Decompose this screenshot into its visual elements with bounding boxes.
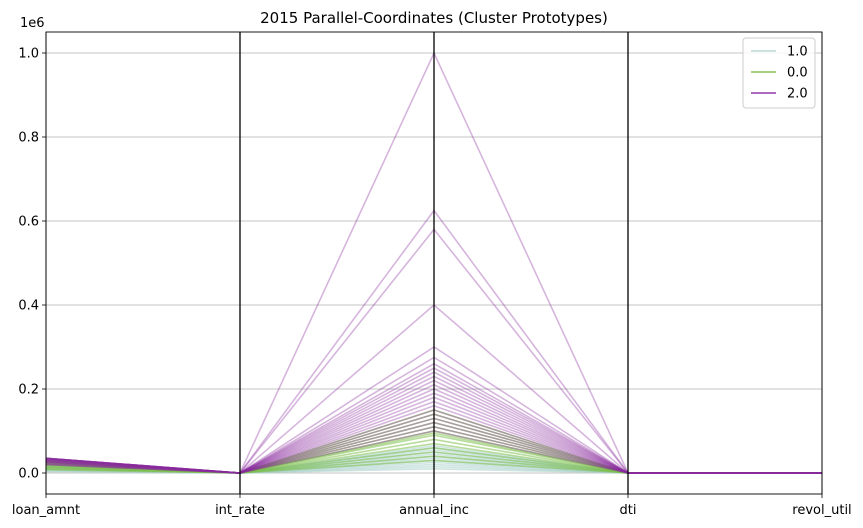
plot-frame: [45, 31, 823, 495]
chart-title: 2015 Parallel-Coordinates (Cluster Proto…: [260, 9, 608, 27]
legend-label: 2.0: [787, 87, 808, 102]
vertical-axes: [45, 31, 823, 498]
y-offset-label: 1e6: [20, 16, 45, 31]
y-tick-label: 0.8: [18, 131, 39, 146]
y-tick-label: 0.0: [18, 467, 39, 482]
legend-box: [742, 37, 816, 109]
y-tick-label: 0.4: [18, 299, 39, 314]
axis-label-int_rate: int_rate: [215, 503, 265, 518]
y-tick-label: 0.6: [18, 215, 39, 230]
legend: 1.0 0.0 2.0: [742, 37, 816, 109]
y-tick-label: 0.2: [18, 383, 39, 398]
y-tick-label: 1.0: [18, 47, 39, 62]
axis-label-dti: dti: [620, 503, 637, 518]
axis-label-loan_amnt: loan_amnt: [12, 503, 80, 518]
y-tick-labels: 0.0 0.2 0.4 0.6 0.8 1.0: [18, 47, 46, 482]
legend-label: 0.0: [787, 66, 808, 81]
legend-label: 1.0: [787, 45, 808, 60]
axis-label-revol_util: revol_util: [792, 503, 851, 518]
axis-name-labels: loan_amnt int_rate annual_inc dti revol_util: [12, 503, 852, 518]
axis-label-annual_inc: annual_inc: [399, 503, 469, 518]
